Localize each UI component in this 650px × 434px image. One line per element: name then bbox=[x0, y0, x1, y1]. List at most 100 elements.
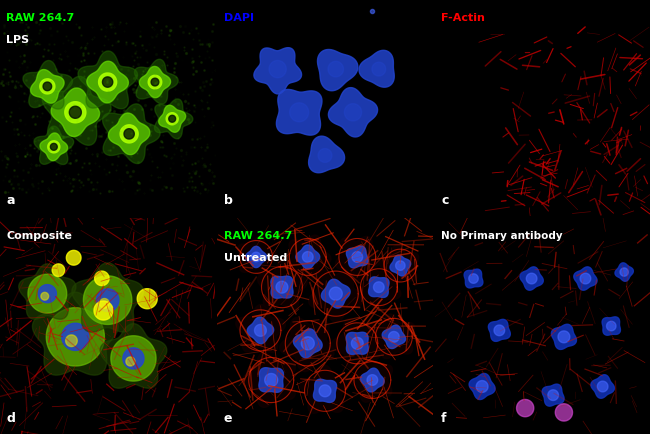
Polygon shape bbox=[476, 381, 488, 392]
Polygon shape bbox=[41, 293, 49, 300]
Polygon shape bbox=[40, 79, 55, 94]
Polygon shape bbox=[321, 279, 350, 308]
Polygon shape bbox=[137, 289, 157, 309]
Polygon shape bbox=[332, 319, 380, 368]
Polygon shape bbox=[31, 69, 64, 103]
Polygon shape bbox=[517, 399, 534, 417]
Polygon shape bbox=[123, 348, 144, 369]
Polygon shape bbox=[520, 267, 543, 290]
Polygon shape bbox=[111, 336, 156, 381]
Polygon shape bbox=[620, 268, 629, 276]
Polygon shape bbox=[246, 247, 266, 268]
Text: RAW 264.7: RAW 264.7 bbox=[224, 231, 292, 241]
Polygon shape bbox=[276, 89, 322, 135]
Text: Untreated: Untreated bbox=[224, 253, 287, 263]
Polygon shape bbox=[43, 82, 51, 91]
Polygon shape bbox=[302, 252, 313, 262]
Polygon shape bbox=[606, 321, 616, 331]
Polygon shape bbox=[269, 60, 286, 78]
Polygon shape bbox=[139, 66, 170, 98]
Polygon shape bbox=[109, 113, 150, 155]
Polygon shape bbox=[346, 246, 368, 268]
Polygon shape bbox=[580, 273, 591, 284]
Polygon shape bbox=[103, 77, 113, 87]
Polygon shape bbox=[83, 276, 132, 325]
Text: RAW 264.7: RAW 264.7 bbox=[6, 13, 75, 23]
Polygon shape bbox=[367, 375, 378, 385]
Polygon shape bbox=[66, 335, 77, 347]
Polygon shape bbox=[87, 61, 129, 103]
Polygon shape bbox=[62, 323, 89, 350]
Polygon shape bbox=[265, 374, 278, 387]
Polygon shape bbox=[287, 235, 331, 280]
Polygon shape bbox=[296, 245, 320, 269]
Polygon shape bbox=[558, 331, 570, 343]
Polygon shape bbox=[293, 329, 322, 358]
Polygon shape bbox=[469, 274, 478, 283]
Polygon shape bbox=[51, 88, 99, 137]
Polygon shape bbox=[488, 319, 510, 342]
Polygon shape bbox=[34, 126, 73, 164]
Polygon shape bbox=[32, 292, 118, 375]
Polygon shape bbox=[159, 105, 186, 132]
Polygon shape bbox=[359, 50, 395, 87]
Polygon shape bbox=[50, 143, 57, 150]
Polygon shape bbox=[464, 269, 483, 288]
Polygon shape bbox=[28, 274, 67, 313]
Polygon shape bbox=[309, 136, 344, 173]
Polygon shape bbox=[78, 51, 138, 109]
Polygon shape bbox=[328, 61, 343, 77]
Polygon shape bbox=[99, 73, 116, 91]
Polygon shape bbox=[238, 237, 277, 276]
Polygon shape bbox=[255, 325, 266, 336]
Polygon shape bbox=[551, 324, 577, 349]
Polygon shape bbox=[46, 308, 105, 366]
Polygon shape bbox=[66, 250, 81, 265]
Polygon shape bbox=[42, 76, 111, 145]
Polygon shape bbox=[48, 141, 60, 153]
Polygon shape bbox=[166, 113, 178, 125]
Polygon shape bbox=[52, 264, 65, 276]
Polygon shape bbox=[65, 102, 86, 123]
Polygon shape bbox=[352, 337, 363, 349]
Polygon shape bbox=[591, 375, 614, 398]
Polygon shape bbox=[100, 324, 167, 388]
Polygon shape bbox=[124, 129, 135, 139]
Polygon shape bbox=[301, 337, 315, 350]
Polygon shape bbox=[574, 267, 597, 290]
Polygon shape bbox=[290, 103, 309, 122]
Polygon shape bbox=[169, 115, 176, 122]
Polygon shape bbox=[103, 104, 160, 164]
Polygon shape bbox=[602, 317, 620, 335]
Text: c: c bbox=[441, 194, 448, 207]
Polygon shape bbox=[135, 59, 178, 104]
Polygon shape bbox=[313, 379, 337, 402]
Polygon shape bbox=[99, 299, 109, 308]
Polygon shape bbox=[259, 368, 283, 392]
Polygon shape bbox=[280, 318, 334, 372]
Polygon shape bbox=[319, 385, 331, 397]
Polygon shape bbox=[390, 255, 411, 276]
Polygon shape bbox=[615, 263, 633, 281]
Polygon shape bbox=[372, 62, 385, 76]
Polygon shape bbox=[40, 133, 68, 161]
Polygon shape bbox=[155, 99, 193, 139]
Polygon shape bbox=[23, 60, 73, 109]
Polygon shape bbox=[70, 106, 81, 118]
Polygon shape bbox=[352, 252, 363, 262]
Polygon shape bbox=[96, 289, 119, 312]
Text: f: f bbox=[441, 412, 447, 425]
Polygon shape bbox=[271, 276, 293, 298]
Text: e: e bbox=[224, 412, 232, 425]
Polygon shape bbox=[389, 332, 399, 342]
Polygon shape bbox=[346, 332, 369, 355]
Polygon shape bbox=[254, 48, 302, 94]
Polygon shape bbox=[276, 281, 288, 293]
Polygon shape bbox=[469, 374, 495, 400]
Polygon shape bbox=[374, 282, 384, 293]
Text: LPS: LPS bbox=[6, 35, 30, 45]
Polygon shape bbox=[257, 261, 307, 310]
Polygon shape bbox=[72, 263, 144, 332]
Polygon shape bbox=[349, 358, 393, 402]
Polygon shape bbox=[300, 365, 350, 413]
